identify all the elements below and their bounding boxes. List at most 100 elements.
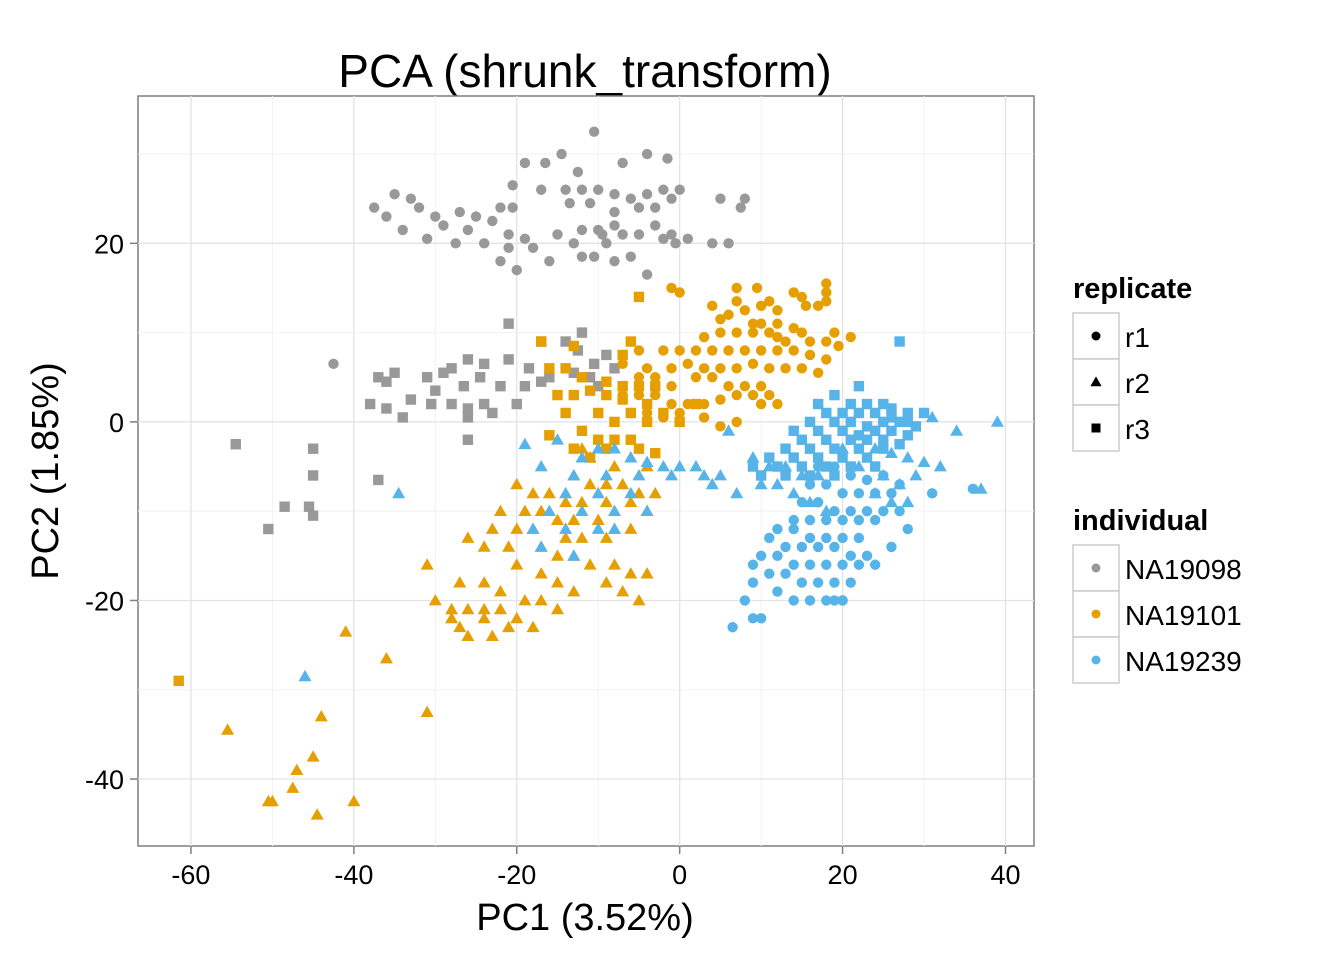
data-point xyxy=(926,488,938,499)
data-point xyxy=(884,495,898,508)
data-point xyxy=(869,514,881,526)
data-point xyxy=(788,322,799,334)
data-point xyxy=(173,675,184,687)
legend-key-shape xyxy=(1091,423,1101,433)
data-point xyxy=(837,514,848,526)
data-point xyxy=(609,434,620,445)
data-point xyxy=(829,416,840,428)
data-point xyxy=(690,398,702,410)
data-point xyxy=(812,367,824,378)
data-point xyxy=(705,477,719,490)
data-point xyxy=(550,433,564,445)
data-point xyxy=(575,504,589,517)
data-point xyxy=(576,251,588,262)
data-point xyxy=(576,224,588,236)
data-point xyxy=(556,148,567,160)
data-point xyxy=(458,380,470,392)
data-point xyxy=(755,345,767,356)
data-point xyxy=(609,363,620,374)
data-point xyxy=(633,345,645,356)
data-point xyxy=(707,238,718,249)
data-point xyxy=(567,468,581,481)
data-point xyxy=(902,430,913,441)
data-point xyxy=(624,567,638,579)
data-point xyxy=(821,336,832,347)
data-point xyxy=(755,318,767,329)
data-point xyxy=(829,541,840,553)
data-point xyxy=(625,193,636,204)
data-point xyxy=(715,363,726,374)
data-point xyxy=(772,461,783,472)
data-point xyxy=(666,193,677,204)
data-point xyxy=(819,504,833,517)
data-point xyxy=(665,468,679,481)
data-point xyxy=(804,595,816,606)
data-point xyxy=(650,372,661,383)
data-point xyxy=(878,505,889,517)
data-point xyxy=(853,380,865,392)
data-point xyxy=(583,451,597,463)
data-point xyxy=(796,541,808,553)
data-point xyxy=(829,577,840,588)
data-point xyxy=(559,495,573,508)
data-point xyxy=(633,372,645,383)
data-point xyxy=(747,318,759,329)
data-point xyxy=(845,577,856,588)
data-point xyxy=(593,184,604,195)
data-point xyxy=(787,486,801,499)
data-point xyxy=(474,372,486,383)
data-point xyxy=(755,398,767,410)
x-tick-label: 40 xyxy=(990,860,1020,890)
data-point xyxy=(747,613,759,624)
data-point xyxy=(754,477,768,490)
data-point xyxy=(485,522,499,534)
data-point xyxy=(723,238,734,249)
data-point xyxy=(640,504,654,517)
data-point xyxy=(764,327,775,338)
data-point xyxy=(853,488,865,499)
data-point xyxy=(861,434,873,445)
y-tick-label: -20 xyxy=(85,586,124,616)
data-point xyxy=(800,300,812,312)
data-point xyxy=(902,416,913,428)
data-point xyxy=(796,434,808,445)
axis-ticks: -60 -40 -20 0 20 40 -40 -20 0 20 xyxy=(85,229,1021,890)
data-point xyxy=(804,349,816,361)
data-point xyxy=(462,224,474,236)
data-point xyxy=(878,398,889,410)
data-point xyxy=(527,242,539,253)
data-point xyxy=(526,486,540,499)
data-point xyxy=(884,446,898,459)
data-point xyxy=(689,460,703,472)
data-point xyxy=(682,358,694,370)
data-point xyxy=(307,443,319,454)
data-point xyxy=(666,363,677,374)
data-point xyxy=(869,461,881,472)
data-point xyxy=(608,522,622,534)
data-point xyxy=(788,452,799,463)
data-point xyxy=(454,206,465,218)
data-point xyxy=(599,576,613,588)
data-point xyxy=(608,558,622,570)
data-point xyxy=(381,376,392,387)
data-point xyxy=(796,291,808,303)
data-point xyxy=(389,189,400,200)
data-point xyxy=(328,358,339,370)
data-point xyxy=(453,620,467,633)
data-point xyxy=(811,468,825,481)
data-point xyxy=(593,380,604,392)
data-point xyxy=(804,514,816,526)
data-point xyxy=(519,233,531,245)
data-point xyxy=(780,568,791,579)
data-point xyxy=(633,389,645,401)
data-point xyxy=(755,613,767,624)
data-point xyxy=(755,470,767,481)
legend-label: NA19239 xyxy=(1125,646,1242,677)
data-point xyxy=(731,296,742,307)
data-point xyxy=(788,345,799,356)
data-point xyxy=(829,461,840,472)
data-point xyxy=(392,486,406,499)
data-point xyxy=(821,479,832,490)
data-point xyxy=(381,403,392,414)
data-point xyxy=(306,750,320,762)
